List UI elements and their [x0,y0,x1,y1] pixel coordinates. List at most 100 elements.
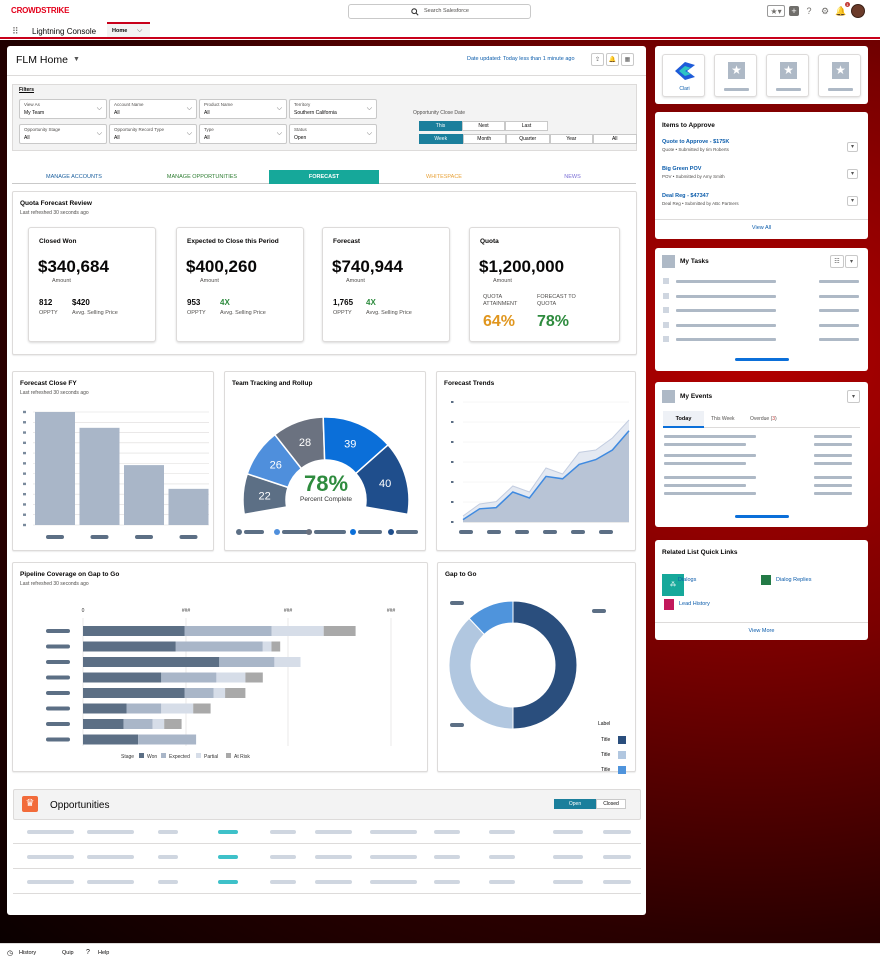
lead-history-link[interactable]: Lead History [679,601,710,607]
period-toggle[interactable]: This [419,121,462,131]
period-toggle[interactable]: Year [549,134,593,144]
bar-segment[interactable] [164,719,182,729]
filter-dropdown[interactable]: Opportunity Record Type All ⌵ [109,124,197,144]
bar-segment[interactable] [152,719,165,729]
bar-segment[interactable] [83,703,127,714]
bar-segment[interactable] [323,626,356,636]
tab-whitespace[interactable]: WHITESPACE [426,174,462,180]
bar[interactable] [124,465,164,525]
approval-link[interactable]: Quote to Approve - $175K [662,139,730,145]
filter-dropdown[interactable]: Territory Southern California ⌵ [289,99,377,119]
bar[interactable] [79,427,120,525]
filter-dropdown[interactable]: Status Open ⌵ [289,124,377,144]
bell-icon[interactable]: 🔔 [606,53,619,66]
help-icon[interactable]: ? [806,6,812,16]
tab-news[interactable]: NEWS [564,174,581,180]
bar-segment[interactable] [271,641,281,652]
filter-dropdown[interactable]: Account Name All ⌵ [109,99,197,119]
gear-icon[interactable]: ⚙ [820,5,830,16]
table-row[interactable] [13,872,641,894]
area-series[interactable] [463,430,629,522]
favorites-icon[interactable]: ★▾ [767,5,785,17]
bar-segment[interactable] [126,703,162,714]
history-icon[interactable]: ◷ [7,950,14,957]
chevron-down-icon[interactable]: ⌵ [137,27,143,34]
bar-segment[interactable] [184,688,214,698]
period-toggle[interactable]: Next [462,121,505,131]
bar[interactable] [168,488,209,525]
bar-segment[interactable] [219,657,275,667]
bar-segment[interactable] [175,641,263,652]
period-toggle[interactable]: All [593,134,637,144]
scroll-indicator[interactable] [735,515,789,518]
crowdstrike-logo[interactable]: CROWDSTRIKE [11,6,70,15]
chevron-down-icon[interactable]: ▾ [845,255,858,268]
table-row[interactable] [13,847,641,869]
bar-segment[interactable] [123,719,153,729]
avatar[interactable] [851,4,865,18]
period-toggle[interactable]: Quarter [506,134,550,144]
tab-manage-accounts[interactable]: MANAGE ACCOUNTS [46,174,102,180]
task-checkbox[interactable] [663,336,669,342]
task-checkbox[interactable] [663,278,669,284]
quip-link[interactable]: Quip [62,950,74,956]
dialog-replies-link[interactable]: Dialog Replies [776,577,812,583]
gauge-segment[interactable] [354,443,410,516]
period-toggle[interactable]: Week [419,134,463,144]
events-tab-week[interactable]: This Week [711,416,735,422]
bar-segment[interactable] [245,672,263,683]
app-launcher-icon[interactable]: ⠿ [12,26,19,36]
approval-link[interactable]: Deal Reg - $47347 [662,193,709,199]
bar-segment[interactable] [83,734,139,745]
filter-dropdown[interactable]: Product Name All ⌵ [199,99,287,119]
bar-segment[interactable] [83,672,162,683]
donut-slice[interactable] [448,617,514,730]
filter-dropdown[interactable]: View As My Team ⌵ [19,99,107,119]
bar-segment[interactable] [274,657,301,667]
events-tab-today[interactable]: Today [663,411,704,428]
filter-dropdown[interactable]: Type All ⌵ [199,124,287,144]
view-more-link[interactable]: View More [748,628,775,634]
tab-forecast[interactable]: FORECAST [269,170,379,184]
bar[interactable] [35,412,75,525]
calendar-icon[interactable]: ▦ [621,53,634,66]
bar-segment[interactable] [184,626,272,636]
app-tile[interactable]: ★ [818,54,861,97]
help-icon[interactable]: ? [86,949,90,956]
bar-segment[interactable] [83,626,185,636]
bar-segment[interactable] [216,672,246,683]
chevron-down-icon[interactable]: ▾ [847,169,858,179]
bar-segment[interactable] [161,703,194,714]
tab-manage-opportunities[interactable]: MANAGE OPPORTUNITIES [166,174,238,180]
chevron-down-icon[interactable]: ▾ [847,142,858,152]
kpi-card[interactable]: Closed Won $340,684 Amount 812 OPPTY $420 Avvg… [28,227,156,342]
search-input[interactable]: Search Salesforce [348,4,531,19]
clari-app-tile[interactable]: Clari [662,54,705,97]
bar-segment[interactable] [161,672,217,683]
bar-segment[interactable] [83,657,220,667]
chevron-down-icon[interactable]: ▾ [847,390,860,403]
notifications-icon[interactable]: 🔔 1 [835,2,850,16]
new-task-icon[interactable]: ☷ [830,255,844,268]
task-checkbox[interactable] [663,292,669,299]
scroll-indicator[interactable] [735,358,789,361]
task-checkbox[interactable] [663,307,669,313]
closed-toggle[interactable]: Closed [596,799,626,809]
add-icon[interactable]: + [789,6,799,16]
help-link[interactable]: Help [98,950,110,956]
donut-slice[interactable] [468,600,514,636]
approval-link[interactable]: Big Green POV [662,166,702,172]
period-toggle[interactable]: Last [505,121,548,131]
bar-segment[interactable] [193,703,211,714]
open-toggle[interactable]: Open [554,799,596,809]
bar-segment[interactable] [271,626,324,636]
tab-home[interactable]: Home ⌵ [107,22,150,37]
view-all-link[interactable]: View All [751,225,772,231]
share-icon[interactable]: ⇪ [591,53,604,66]
bar-segment[interactable] [83,641,176,652]
app-tile[interactable]: ★ [714,54,757,97]
line-series[interactable] [462,419,630,517]
line-series[interactable] [462,430,630,521]
kpi-card[interactable]: Forecast $740,944 Amount 1,765 OPPTY 4X Avvg. … [322,227,450,342]
events-tab-overdue[interactable]: Overdue (3) [750,416,777,422]
